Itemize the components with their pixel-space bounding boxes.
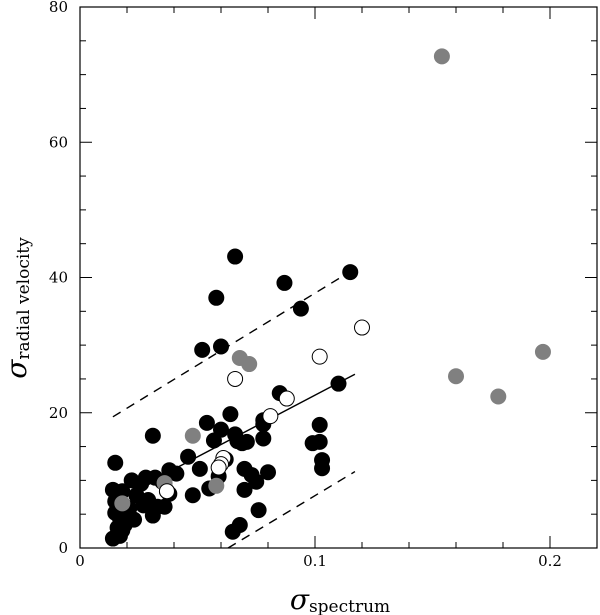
black-point xyxy=(314,460,331,477)
black-point xyxy=(260,464,276,481)
gray-point xyxy=(208,477,225,494)
data-points xyxy=(104,48,551,547)
gray-point xyxy=(534,343,551,360)
x-axis-label: σspectrum xyxy=(290,583,390,615)
black-point xyxy=(227,248,244,265)
black-point xyxy=(311,416,328,433)
black-point xyxy=(222,406,239,423)
x-tick-label: 0.1 xyxy=(303,552,327,570)
black-point xyxy=(180,448,197,465)
y-tick-label: 20 xyxy=(49,404,68,422)
x-axis-subscript: spectrum xyxy=(309,597,390,615)
black-point xyxy=(107,454,124,471)
open-point xyxy=(354,319,370,336)
black-point xyxy=(213,338,229,355)
y-tick-label: 80 xyxy=(49,0,68,16)
black-point xyxy=(255,430,272,447)
gray-point xyxy=(241,356,258,373)
dashed-fit-line xyxy=(227,470,356,549)
open-point xyxy=(262,408,279,425)
open-point xyxy=(227,370,244,387)
black-point xyxy=(250,502,267,519)
open-point xyxy=(278,390,295,407)
black-point xyxy=(184,487,201,504)
y-axis-label: σradial velocity xyxy=(0,237,34,379)
black-point xyxy=(330,375,347,392)
black-point xyxy=(144,427,161,444)
open-point xyxy=(158,483,175,500)
black-point xyxy=(236,481,253,498)
black-point xyxy=(191,460,208,477)
y-tick-label: 40 xyxy=(49,269,68,287)
black-point xyxy=(292,300,309,317)
black-point xyxy=(248,473,265,490)
open-point xyxy=(210,459,227,476)
x-tick-label: 0 xyxy=(75,552,85,570)
gray-point xyxy=(433,48,450,65)
gray-point xyxy=(114,495,131,512)
black-point xyxy=(194,341,211,358)
black-point xyxy=(213,421,229,438)
y-axis-subscript: radial velocity xyxy=(14,237,34,360)
black-point xyxy=(231,517,248,534)
black-point xyxy=(311,433,328,450)
black-point xyxy=(156,498,173,515)
y-tick-label: 60 xyxy=(49,133,68,151)
black-point xyxy=(126,511,143,528)
tick-marks xyxy=(79,6,598,549)
y-axis-symbol: σ xyxy=(0,359,33,379)
y-tick-label: 0 xyxy=(58,539,68,557)
black-point xyxy=(208,289,225,306)
gray-point xyxy=(490,388,507,405)
black-point xyxy=(276,274,293,291)
gray-point xyxy=(184,427,201,444)
x-tick-label: 0.2 xyxy=(538,552,562,570)
black-point xyxy=(198,414,215,431)
black-point xyxy=(114,522,131,539)
x-axis-symbol: σ xyxy=(290,583,310,615)
black-point xyxy=(342,264,359,281)
gray-point xyxy=(448,368,464,385)
open-point xyxy=(311,348,328,365)
black-point xyxy=(168,465,185,482)
dashed-fit-line xyxy=(112,268,356,418)
plot-frame xyxy=(79,6,598,549)
black-point xyxy=(229,433,246,450)
tick-labels: 0 0.1 0.2 0 20 40 60 80 xyxy=(49,0,562,570)
